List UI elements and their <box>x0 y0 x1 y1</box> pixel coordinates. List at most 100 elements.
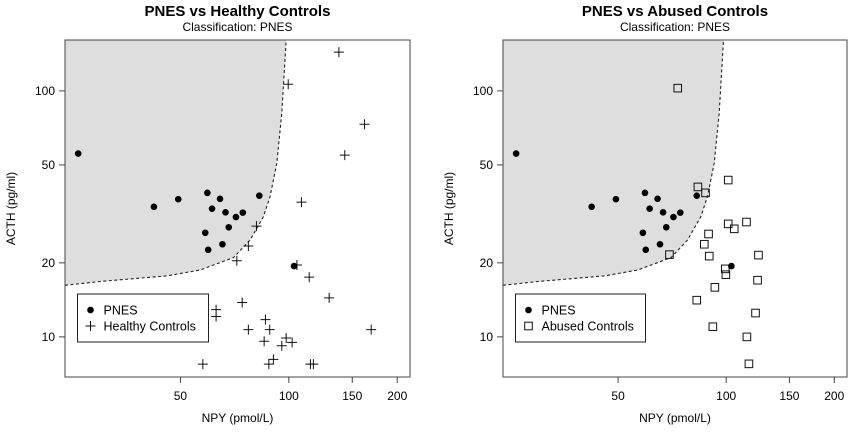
data-point <box>251 221 262 232</box>
legend-marker-filled-circle <box>87 306 94 314</box>
data-point <box>704 251 714 261</box>
data-point <box>723 175 733 185</box>
classification-region <box>65 40 287 286</box>
data-point <box>673 83 683 93</box>
data-point <box>232 213 240 221</box>
data-point <box>276 340 287 351</box>
data-point <box>296 197 307 208</box>
data-point <box>639 229 647 237</box>
data-point <box>216 195 224 203</box>
data-point <box>612 195 620 203</box>
legend-label: PNES <box>542 304 576 318</box>
decision-boundary <box>64 39 287 286</box>
data-point <box>283 79 294 90</box>
x-tick-label: 200 <box>824 389 844 403</box>
data-point <box>237 297 248 308</box>
data-point <box>281 332 292 343</box>
data-point <box>742 332 752 342</box>
data-point <box>710 283 720 292</box>
data-point <box>243 241 254 252</box>
data-point <box>744 359 754 369</box>
data-point <box>222 208 229 216</box>
chart-subtitle: Classification: PNES <box>182 20 292 34</box>
data-point <box>654 195 661 203</box>
data-point <box>646 205 653 212</box>
data-point <box>701 188 710 198</box>
plot-frame <box>502 39 848 378</box>
data-point <box>656 240 664 248</box>
data-point <box>642 246 650 254</box>
chart-1: PNES vs Healthy ControlsClassification: … <box>4 3 411 425</box>
data-point <box>287 337 298 348</box>
y-axis-label: ACTH (pg/ml) <box>4 172 18 245</box>
data-point <box>324 292 335 303</box>
data-point <box>721 270 731 279</box>
data-point <box>204 189 211 197</box>
legend-label: PNES <box>104 304 138 318</box>
legend: PNES Abused Controls <box>515 293 646 343</box>
data-point <box>263 359 274 370</box>
chart-subtitle: Classification: PNES <box>620 20 730 34</box>
series-abused-controls <box>637 83 763 369</box>
y-tick-label: 10 <box>480 330 494 344</box>
data-point <box>333 47 344 58</box>
data-point <box>208 205 216 212</box>
x-tick-label: 200 <box>387 389 407 403</box>
data-point <box>662 223 670 231</box>
y-tick-label: 100 <box>35 84 55 98</box>
data-point <box>204 246 212 254</box>
classification-region <box>503 40 724 286</box>
decision-boundary <box>502 39 725 286</box>
data-point <box>665 250 674 259</box>
data-point <box>753 275 762 285</box>
x-axis-label: NPY (pmol/L) <box>639 411 711 425</box>
y-tick-label: 50 <box>480 158 494 172</box>
data-point <box>751 308 760 318</box>
data-point <box>264 324 275 335</box>
data-point <box>720 264 730 274</box>
legend-label: Abused Controls <box>542 320 634 334</box>
legend-box <box>515 293 646 343</box>
legend-marker-filled-circle <box>525 306 532 314</box>
data-point <box>259 336 270 347</box>
data-point <box>290 262 298 270</box>
data-point <box>659 208 667 216</box>
data-point <box>231 255 242 266</box>
data-point <box>366 324 377 335</box>
x-axis-label: NPY (pmol/L) <box>202 411 274 425</box>
data-point <box>676 209 684 216</box>
data-point <box>742 217 751 227</box>
data-point <box>260 314 271 325</box>
data-point <box>243 324 254 335</box>
data-point <box>211 311 222 322</box>
plot-frame <box>64 39 411 378</box>
data-point <box>219 240 226 248</box>
data-point <box>723 219 733 229</box>
y-tick-label: 20 <box>480 256 494 270</box>
data-point <box>729 224 739 234</box>
y-tick-label: 50 <box>42 158 56 172</box>
data-point <box>588 203 595 211</box>
y-tick-label: 20 <box>42 256 56 270</box>
data-point <box>174 195 182 203</box>
series-pnes <box>512 150 735 270</box>
data-point <box>754 250 763 260</box>
y-axis-label: ACTH (pg/ml) <box>442 172 456 245</box>
chart-title: PNES vs Healthy Controls <box>145 3 331 20</box>
data-point <box>641 189 649 197</box>
x-tick-label: 150 <box>779 389 799 403</box>
data-point <box>150 203 158 211</box>
legend-box <box>77 293 209 343</box>
y-tick-label: 100 <box>473 84 493 98</box>
data-point <box>692 295 702 305</box>
data-point <box>308 359 319 370</box>
data-point <box>728 262 735 270</box>
chart-title: PNES vs Abused Controls <box>582 3 768 20</box>
data-point <box>670 213 677 221</box>
x-tick-label: 50 <box>174 389 188 403</box>
data-point <box>197 359 208 370</box>
data-point <box>339 150 350 161</box>
x-tick-label: 100 <box>716 389 736 403</box>
data-point <box>693 182 703 192</box>
